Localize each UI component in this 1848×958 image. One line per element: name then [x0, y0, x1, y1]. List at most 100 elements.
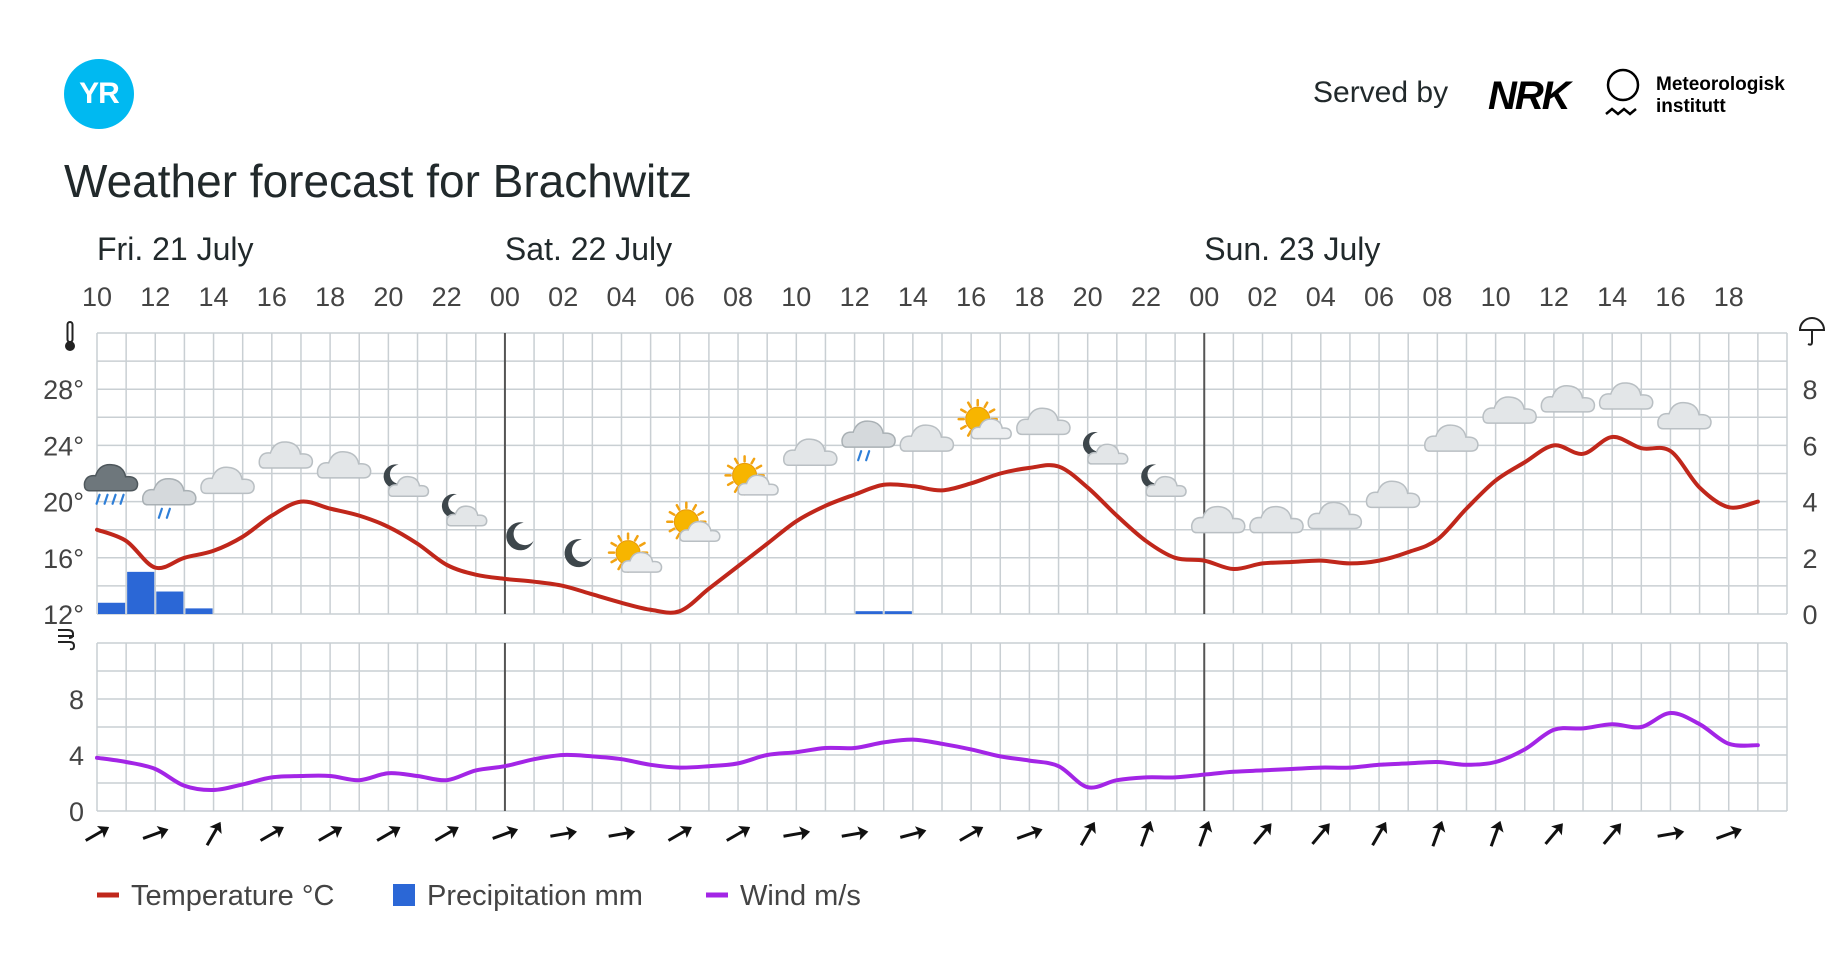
legend-label: Temperature °C — [131, 880, 334, 912]
yr-logo: YR — [64, 59, 134, 129]
met-name-line1: Meteorologisk — [1656, 74, 1785, 95]
umbrella-icon — [1798, 317, 1826, 346]
precipitation-bar — [884, 611, 912, 614]
sun-ray — [610, 558, 618, 564]
arrow-head — [1551, 823, 1563, 836]
sun-ray — [966, 430, 972, 437]
cloud-shape — [970, 418, 1012, 440]
cloud-icon — [782, 438, 838, 466]
wind-arrow-icon — [1431, 820, 1446, 847]
rain-drop — [111, 493, 117, 505]
wind-arrow-icon — [783, 826, 811, 841]
day-label: Sun. 23 July — [1204, 231, 1380, 267]
cloud-icon — [258, 441, 314, 469]
hour-tick-label: 10 — [781, 282, 811, 312]
arrow-head — [624, 826, 636, 841]
partly-sunny-icon — [666, 501, 721, 542]
precipitation-bar — [185, 608, 213, 614]
cloud-shape — [83, 463, 139, 492]
wind-icon — [58, 629, 76, 651]
temperature-tick-label: 20° — [43, 488, 84, 518]
arrow-head — [271, 825, 284, 839]
arrow-head — [1259, 823, 1272, 836]
wind-arrow-icon — [1715, 826, 1742, 840]
cloud-shape — [1249, 505, 1304, 534]
cloud-icon — [316, 451, 372, 479]
cloud-shape — [737, 474, 779, 496]
wind-arrow-icon — [841, 826, 869, 841]
hour-tick-label: 20 — [1073, 282, 1103, 312]
cloud-shape — [1540, 385, 1596, 413]
sun-ray — [668, 510, 676, 516]
precipitation-tick-label: 2 — [1802, 544, 1817, 574]
hour-tick-label: 04 — [606, 282, 636, 312]
arrow-head — [1030, 826, 1043, 840]
wind-arrow-icon — [1489, 820, 1504, 847]
hour-tick-label: 16 — [956, 282, 986, 312]
arrow-head — [565, 826, 577, 841]
cloud-shape — [1016, 407, 1071, 436]
partly-sunny-icon — [724, 455, 779, 496]
wind-tick-label: 4 — [69, 741, 84, 771]
wind-arrow-icon — [492, 826, 519, 840]
rain-drop — [119, 493, 125, 505]
hour-tick-label: 10 — [1481, 282, 1511, 312]
arrow-head — [799, 826, 811, 841]
wind-arrow-icon — [1016, 826, 1043, 840]
sun-ray — [726, 464, 734, 470]
cloud-icon — [1016, 407, 1071, 436]
wind-arrow-icon — [84, 825, 110, 842]
cloud-icon — [1424, 424, 1479, 452]
sun-ray — [733, 486, 739, 494]
met-institute-logo-icon — [1605, 68, 1640, 116]
rain-drop — [95, 493, 101, 505]
sun-ray — [960, 408, 967, 414]
rain-drop — [857, 450, 863, 462]
moon-shape — [441, 493, 466, 518]
hour-tick-label: 04 — [1306, 282, 1336, 312]
arrow-head — [1490, 820, 1504, 833]
hour-tick-label: 22 — [432, 282, 462, 312]
precipitation-bar — [156, 591, 184, 614]
hour-tick-label: 14 — [1597, 282, 1627, 312]
precipitation-bar — [855, 611, 883, 614]
arrow-head — [209, 821, 222, 835]
weather-symbols — [83, 382, 1712, 573]
arrow-head — [971, 825, 984, 839]
partly-cloudy-night-icon — [1141, 464, 1187, 497]
wind-arrow-icon — [434, 825, 459, 842]
moon-icon — [506, 522, 534, 551]
hour-tick-label: 20 — [373, 282, 403, 312]
cloud-shape — [1657, 401, 1712, 430]
cloud-icon — [1249, 505, 1304, 534]
hour-labels: 10 12 14 16 18 20 22 00 02 04 06 08 10 12 14 16 18 20 22 00… — [82, 282, 1744, 312]
hour-tick-label: 02 — [1247, 282, 1277, 312]
met-institute-name: Meteorologisk institutt — [1656, 74, 1785, 118]
chart-legend: Temperature °C Precipitation mm Wind m/s — [97, 880, 861, 912]
cloud-shape — [446, 505, 488, 527]
wind-arrow-icon — [667, 825, 692, 842]
wind-arrow-icon — [1657, 826, 1685, 841]
cloud-shape — [1145, 475, 1187, 497]
temperature-line — [95, 434, 1760, 615]
light-rain-cloud-icon — [141, 477, 197, 519]
cloud-shape — [620, 551, 663, 573]
arrow-head — [1140, 820, 1154, 833]
wind-series — [95, 711, 1760, 793]
hour-tick-label: 14 — [199, 282, 229, 312]
hour-tick-label: 14 — [898, 282, 928, 312]
wind-arrow-icon — [1602, 823, 1622, 845]
wind-arrow-icon — [899, 826, 927, 840]
precipitation-tick-label: 4 — [1802, 488, 1817, 518]
temperature-tick-label: 28° — [43, 375, 84, 405]
sun-ray — [966, 401, 972, 409]
axis-icons — [58, 317, 1826, 651]
arrow-head — [857, 826, 869, 841]
hour-tick-label: 00 — [490, 282, 520, 312]
sun-ray — [697, 510, 705, 516]
cloud-icon — [1657, 401, 1712, 430]
wind-direction-arrows — [84, 820, 1742, 847]
wind-arrow-icon — [1544, 823, 1563, 845]
day-label: Fri. 21 July — [97, 231, 253, 267]
